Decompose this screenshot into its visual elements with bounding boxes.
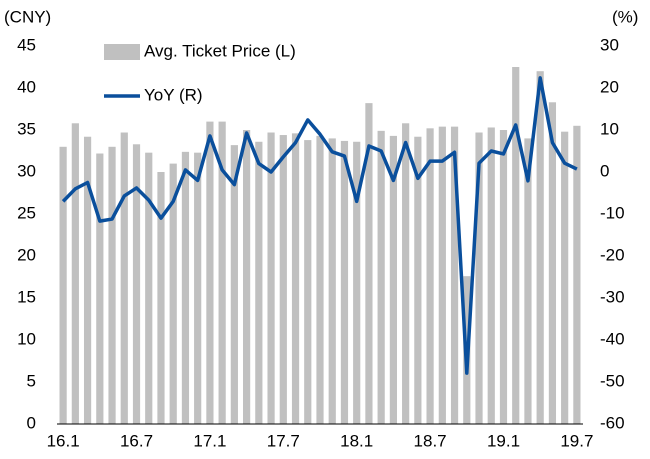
bar [548, 102, 557, 424]
bar [353, 141, 361, 424]
bar [194, 152, 202, 424]
bar [83, 136, 92, 424]
y-tick-label: 20 [17, 245, 36, 264]
x-tick-label: 18.7 [414, 431, 447, 450]
bar [402, 123, 410, 424]
x-tick-label: 16.7 [120, 431, 153, 450]
y2-tick-label: -20 [600, 245, 625, 264]
y-tick-label: 15 [17, 287, 36, 306]
y-tick-label: 40 [17, 77, 36, 96]
x-tick-label: 16.1 [47, 431, 80, 450]
bar [536, 71, 544, 424]
bar [132, 144, 141, 424]
bar [499, 130, 508, 424]
y2-tick-label: -40 [600, 329, 625, 348]
bar [524, 138, 532, 424]
legend-swatch [104, 44, 140, 60]
bar [304, 140, 312, 424]
bar [218, 121, 226, 424]
bar [475, 132, 483, 424]
legend-label: YoY (R) [144, 85, 203, 104]
y2-tick-label: -10 [600, 203, 625, 222]
bar [267, 132, 275, 424]
y2-tick-label: 30 [600, 35, 619, 54]
x-tick-label: 17.7 [267, 431, 300, 450]
bar [169, 163, 177, 424]
bar [328, 138, 336, 424]
y2-tick-label: -60 [600, 413, 625, 432]
bar [512, 67, 520, 424]
bar [279, 135, 287, 425]
bar [450, 126, 459, 424]
y2-tick-label: 10 [600, 119, 619, 138]
y2-axis-label: (%) [612, 7, 638, 26]
bar [561, 131, 569, 424]
bar [243, 130, 251, 424]
y-axis-label: (CNY) [4, 7, 51, 26]
y-tick-label: 30 [17, 161, 36, 180]
bar [340, 140, 349, 425]
bar [426, 128, 434, 424]
y-tick-label: 0 [27, 413, 36, 432]
bar [59, 146, 67, 425]
legend-label: Avg. Ticket Price (L) [144, 41, 296, 60]
bar [206, 121, 214, 424]
x-tick-label: 19.1 [487, 431, 520, 450]
bar [389, 135, 397, 424]
y-tick-label: 35 [17, 119, 36, 138]
bar [365, 103, 373, 425]
y-tick-label: 5 [27, 371, 36, 390]
bar [255, 141, 263, 424]
bar [71, 123, 79, 424]
x-tick-label: 19.7 [560, 431, 593, 450]
y2-tick-label: -30 [600, 287, 625, 306]
bar [291, 133, 300, 425]
bar [230, 145, 238, 424]
y2-tick-label: 0 [600, 161, 609, 180]
x-tick-label: 18.1 [340, 431, 373, 450]
bar [157, 172, 165, 424]
y-tick-label: 10 [17, 329, 36, 348]
bar [108, 146, 116, 425]
y2-tick-label: -50 [600, 371, 625, 390]
bar [377, 130, 385, 424]
bar [181, 151, 190, 424]
line [61, 76, 578, 375]
bar [120, 132, 128, 424]
x-tick-label: 17.1 [193, 431, 226, 450]
y-tick-label: 45 [17, 35, 36, 54]
y2-tick-label: 20 [600, 77, 619, 96]
y-tick-label: 25 [17, 203, 36, 222]
bar [573, 125, 581, 425]
bar [96, 153, 104, 424]
bar [145, 152, 153, 424]
bar [487, 127, 495, 424]
bar [438, 126, 446, 424]
bar [414, 136, 422, 424]
bar [316, 135, 324, 424]
